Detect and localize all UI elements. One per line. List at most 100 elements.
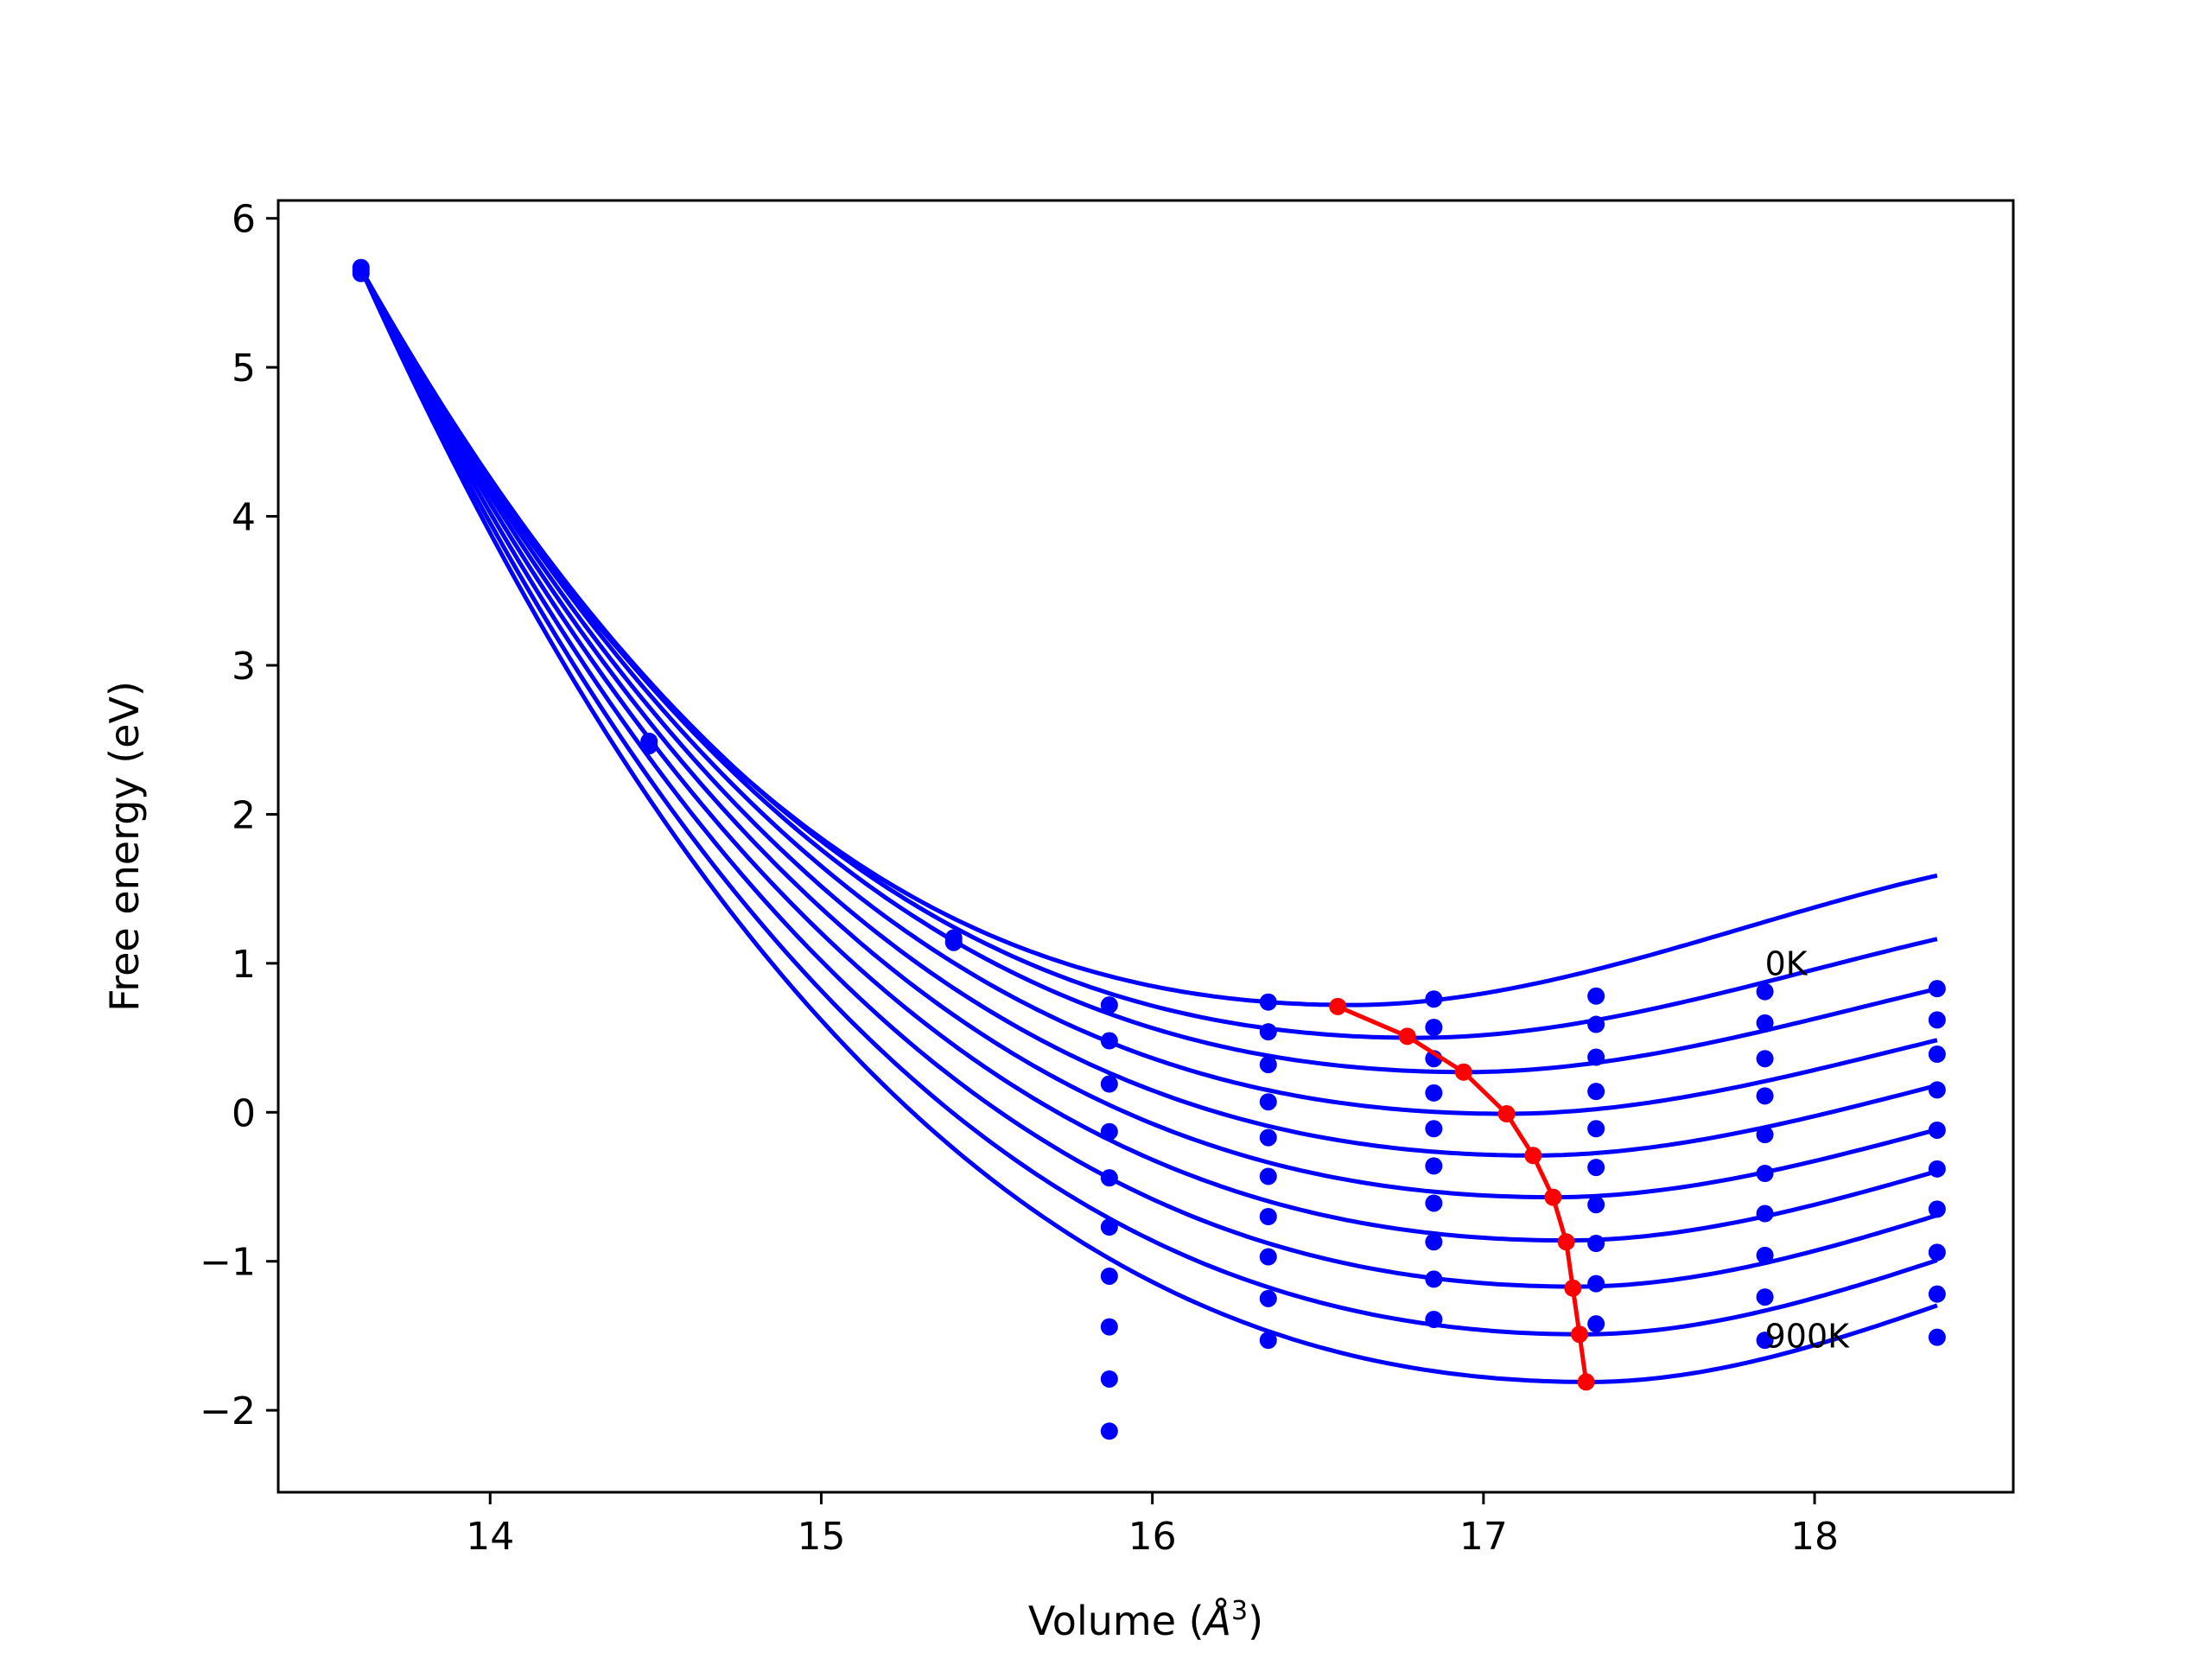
fit-curve-7 <box>359 268 1938 1289</box>
x-tick-label: 17 <box>1459 1515 1508 1559</box>
data-point <box>1100 1267 1118 1285</box>
minimum-energy-line <box>1337 1004 1589 1382</box>
y-tick-label: 3 <box>232 645 256 689</box>
minimum-point <box>1398 1027 1416 1046</box>
data-point <box>1259 1167 1277 1185</box>
minimum-point <box>1577 1373 1595 1391</box>
data-point <box>1259 1207 1277 1225</box>
data-point <box>1756 1332 1774 1350</box>
data-point <box>1756 1288 1774 1306</box>
data-point <box>1587 1159 1605 1177</box>
data-point <box>1259 1023 1277 1041</box>
data-point <box>1425 990 1443 1008</box>
minimum-point <box>1329 997 1347 1015</box>
data-point <box>1928 1011 1946 1029</box>
y-tick-label: −1 <box>200 1241 256 1285</box>
x-axis-label-close: ) <box>1248 1598 1263 1644</box>
data-point <box>1100 1218 1118 1236</box>
minimum-point <box>1524 1147 1542 1165</box>
data-point <box>640 737 658 755</box>
axes-frame <box>276 199 2015 1494</box>
x-tick-label: 18 <box>1790 1515 1839 1559</box>
data-point <box>1756 1246 1774 1264</box>
data-point <box>1100 1370 1118 1388</box>
data-point <box>1100 1422 1118 1440</box>
x-tick-label: 15 <box>797 1515 845 1559</box>
data-point <box>1259 1289 1277 1307</box>
data-point <box>1100 1122 1118 1141</box>
x-axis-label-main: Volume ( <box>1028 1598 1205 1644</box>
data-point <box>1587 1120 1605 1138</box>
fit-curve-4 <box>359 268 1938 1158</box>
data-point <box>1756 1087 1774 1105</box>
data-point <box>1425 1120 1443 1138</box>
data-point <box>1425 1233 1443 1251</box>
x-tick-label: 14 <box>466 1515 514 1559</box>
data-point <box>1587 1196 1605 1214</box>
fit-curve-9 <box>359 268 1938 1384</box>
data-point <box>1259 1128 1277 1147</box>
data-point <box>1587 1083 1605 1101</box>
data-point <box>1587 1015 1605 1033</box>
data-point <box>944 933 963 951</box>
data-point <box>1928 1160 1946 1178</box>
minimum-point <box>1497 1105 1516 1123</box>
plot-area <box>352 258 1946 1440</box>
data-point <box>1100 1169 1118 1187</box>
annotations: 0K 900K <box>1765 945 1851 1356</box>
data-point <box>1425 1310 1443 1328</box>
x-tick-label: 16 <box>1128 1515 1177 1559</box>
y-tick-label: 2 <box>232 793 256 837</box>
data-point <box>1756 1050 1774 1068</box>
data-point <box>1928 1285 1946 1303</box>
data-point <box>1928 1328 1946 1346</box>
data-point <box>1425 1019 1443 1037</box>
data-point <box>1756 1164 1774 1182</box>
data-point <box>352 264 370 283</box>
fit-curve-2 <box>359 268 1938 1075</box>
data-point <box>1756 1126 1774 1144</box>
y-tick-label: 1 <box>232 943 256 987</box>
data-point <box>1100 996 1118 1014</box>
data-point <box>1928 1121 1946 1139</box>
minimum-point <box>1454 1063 1472 1081</box>
data-point <box>1425 1270 1443 1288</box>
y-tick-label: 6 <box>232 198 256 242</box>
data-point <box>1259 1093 1277 1111</box>
data-point <box>1928 1046 1946 1064</box>
temperature-annotation: 0K <box>1765 945 1808 983</box>
x-axis-label-symbol: Å <box>1202 1598 1231 1644</box>
data-point <box>1100 1318 1118 1336</box>
y-tick-label: 4 <box>232 496 256 540</box>
x-axis-label-exponent: 3 <box>1231 1596 1248 1626</box>
data-point <box>1587 1274 1605 1293</box>
minimum-point <box>1557 1233 1575 1251</box>
fit-curve-5 <box>359 268 1938 1200</box>
data-point <box>1928 1200 1946 1218</box>
data-point <box>1587 1315 1605 1333</box>
data-point <box>1259 1248 1277 1266</box>
data-point <box>1587 1235 1605 1253</box>
y-tick-label: 0 <box>232 1091 256 1135</box>
data-point <box>1928 1243 1946 1262</box>
fit-curve-3 <box>359 268 1938 1116</box>
data-point <box>1259 993 1277 1011</box>
data-point <box>1928 1081 1946 1099</box>
y-tick-label: −2 <box>200 1389 256 1433</box>
y-axis-label: Free energy (eV) <box>101 681 148 1012</box>
data-point <box>1259 1056 1277 1074</box>
data-point <box>1928 980 1946 998</box>
data-point <box>1587 987 1605 1005</box>
fit-curve-6 <box>359 268 1938 1243</box>
data-point <box>1425 1084 1443 1102</box>
axis-ticks: 14 15 16 17 18 −2 −1 0 1 2 3 4 5 6 <box>200 198 1839 1559</box>
data-point <box>1100 1075 1118 1093</box>
x-axis-label: Volume (Å3) <box>1028 1596 1263 1644</box>
minimum-point <box>1544 1188 1562 1206</box>
data-point <box>1425 1157 1443 1175</box>
data-point <box>1756 1014 1774 1032</box>
minimum-point <box>1571 1325 1588 1344</box>
data-point <box>1425 1194 1443 1212</box>
